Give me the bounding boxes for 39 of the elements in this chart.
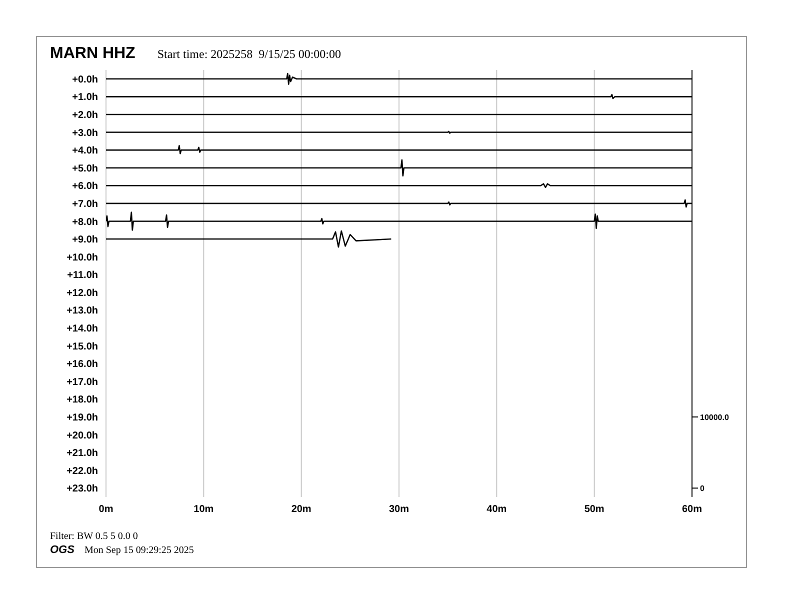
chart-subtitle: Start time: 2025258 9/15/25 00:00:00 — [157, 47, 341, 62]
y-tick-label: +0.0h — [72, 74, 98, 86]
y-tick-label: +22.0h — [66, 466, 98, 477]
y-tick-label: +9.0h — [72, 234, 98, 246]
line-series — [106, 230, 392, 248]
y-tick-label: +23.0h — [66, 484, 98, 495]
y-tick-label: +21.0h — [66, 448, 98, 460]
y-tick-label: +12.0h — [66, 288, 98, 299]
x-tick-label: 50m — [584, 504, 604, 516]
x-tick-label: 60m — [682, 504, 702, 516]
y-tick-label: +3.0h — [72, 128, 98, 139]
y-tick-label: +7.0h — [72, 198, 98, 210]
y-tick-label: +10.0h — [66, 252, 98, 264]
y-tick-label: +15.0h — [66, 341, 98, 352]
y-tick-label: +4.0h — [72, 146, 98, 157]
y-tick-label: +14.0h — [66, 324, 98, 335]
y-tick-label: +17.0h — [66, 376, 98, 388]
y-tick-label: +5.0h — [72, 163, 98, 174]
y2-tick-label: 10000.0 — [700, 412, 730, 422]
y-tick-label: +6.0h — [72, 181, 98, 192]
y-tick-label: +19.0h — [66, 412, 98, 424]
y-tick-label: +18.0h — [66, 394, 98, 406]
text: Filter: BW 0.5 5 0.0 0 — [50, 531, 138, 542]
x-tick-label: 40m — [486, 504, 507, 516]
y-tick-label: +11.0h — [67, 270, 98, 282]
text: OGS — [50, 544, 74, 556]
y-tick-label: +1.0h — [72, 92, 98, 104]
text: Mon Sep 15 09:29:25 2025 — [84, 545, 194, 556]
x-tick-label: 10m — [194, 504, 214, 516]
x-tick-label: 30m — [388, 504, 410, 516]
x-tick-label: 20m — [291, 504, 312, 516]
x-tick-label: 0m — [98, 504, 114, 516]
y-tick-label: +8.0h — [72, 216, 98, 228]
y2-tick-label: 0 — [700, 484, 705, 493]
y-tick-label: +2.0h — [72, 110, 98, 122]
y-tick-label: +16.0h — [66, 359, 98, 370]
y-tick-label: +13.0h — [66, 306, 98, 317]
y-tick-label: +20.0h — [66, 430, 98, 442]
chart-title: MARN HHZ — [50, 45, 136, 63]
